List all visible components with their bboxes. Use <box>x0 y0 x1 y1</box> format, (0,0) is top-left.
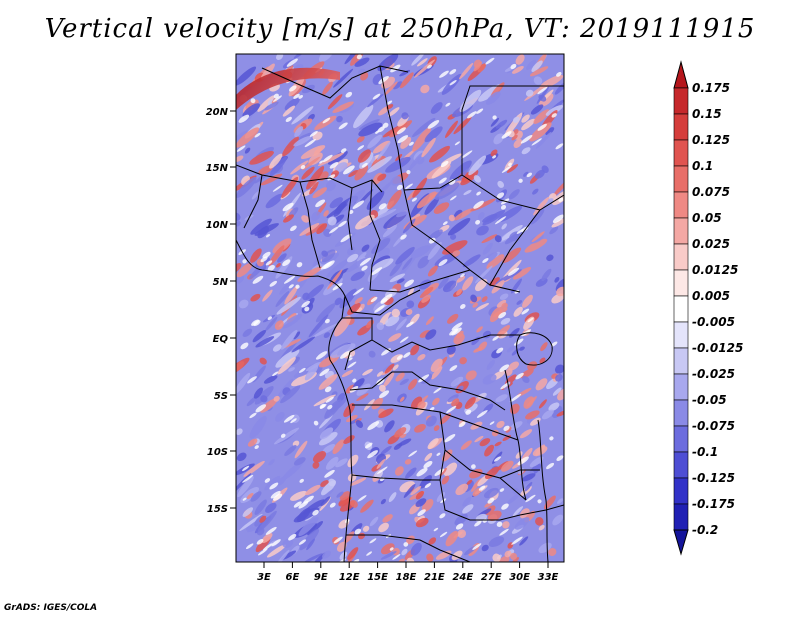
map-frame <box>235 53 565 563</box>
colorbar-swatch <box>673 165 689 193</box>
lat-tick-label: 5S <box>214 391 228 402</box>
lon-tick-label: 15E <box>367 572 388 583</box>
lon-tick-label: 12E <box>339 572 360 583</box>
colorbar-swatch <box>673 399 689 427</box>
lon-tick-label: 30E <box>509 572 530 583</box>
colorbar-label: -0.125 <box>692 471 735 485</box>
colorbar-label: -0.025 <box>692 367 735 381</box>
lat-tick-label: 5N <box>213 277 229 288</box>
colorbar-bottom-arrow <box>673 529 689 556</box>
lat-tick-label: 20N <box>206 107 229 118</box>
colorbar-swatch <box>673 451 689 479</box>
longitude-axis: 3E 6E 9E 12E 15E 18E 21E 24E 27E 30E 33E <box>257 562 559 583</box>
colorbar-label: 0.1 <box>692 159 713 173</box>
colorbar-swatch <box>673 217 689 245</box>
colorbar-label: 0.025 <box>692 237 730 251</box>
colorbar-label: -0.005 <box>692 315 735 329</box>
lon-tick-label: 24E <box>452 572 473 583</box>
colorbar-swatch <box>673 425 689 453</box>
colorbar-swatch <box>673 191 689 219</box>
chart-title: Vertical velocity [m/s] at 250hPa, VT: 2… <box>44 14 756 44</box>
colorbar: 0.175 0.15 0.125 0.1 0.075 0.05 0.025 0.0125 0.0… <box>673 60 743 556</box>
colorbar-label: -0.05 <box>692 393 727 407</box>
colorbar-swatch <box>673 269 689 297</box>
colorbar-swatch <box>673 87 689 115</box>
lon-tick-label: 3E <box>257 572 271 583</box>
velocity-field <box>236 54 564 562</box>
lon-tick-label: 18E <box>396 572 417 583</box>
colorbar-label: 0.05 <box>692 211 722 225</box>
colorbar-label: 0.075 <box>692 185 730 199</box>
map-panel <box>235 53 565 563</box>
colorbar-label: -0.075 <box>692 419 735 433</box>
credit-label: GrADS: IGES/COLA <box>4 603 98 613</box>
colorbar-swatch <box>673 295 689 323</box>
colorbar-label: 0.15 <box>692 107 722 121</box>
lat-tick-label: EQ <box>213 334 229 345</box>
lon-tick-label: 6E <box>286 572 300 583</box>
colorbar-label: 0.005 <box>692 289 730 303</box>
colorbar-swatch <box>673 321 689 349</box>
latitude-axis: 20N 15N 10N 5N EQ 5S 10S 15S <box>206 107 236 515</box>
colorbar-swatch <box>673 373 689 401</box>
colorbar-swatch <box>673 139 689 167</box>
colorbar-label: -0.2 <box>692 523 718 537</box>
lat-tick-label: 10S <box>207 447 228 458</box>
colorbar-top-arrow <box>673 60 689 89</box>
lon-tick-label: 9E <box>314 572 328 583</box>
lat-tick-label: 10N <box>206 220 229 231</box>
colorbar-swatch <box>673 503 689 531</box>
colorbar-label: 0.175 <box>692 81 730 95</box>
lon-tick-label: 27E <box>481 572 502 583</box>
colorbar-label: 0.0125 <box>692 263 738 277</box>
colorbar-swatch <box>673 113 689 141</box>
colorbar-swatch <box>673 243 689 271</box>
lat-tick-label: 15S <box>207 504 228 515</box>
lat-tick-label: 15N <box>206 163 229 174</box>
colorbar-label: -0.175 <box>692 497 735 511</box>
colorbar-label: -0.0125 <box>692 341 743 355</box>
colorbar-label: 0.125 <box>692 133 730 147</box>
country-borders <box>236 65 564 562</box>
colorbar-label: -0.1 <box>692 445 718 459</box>
lon-tick-label: 21E <box>424 572 445 583</box>
colorbar-swatch <box>673 477 689 505</box>
colorbar-swatch <box>673 347 689 375</box>
lon-tick-label: 33E <box>538 572 559 583</box>
